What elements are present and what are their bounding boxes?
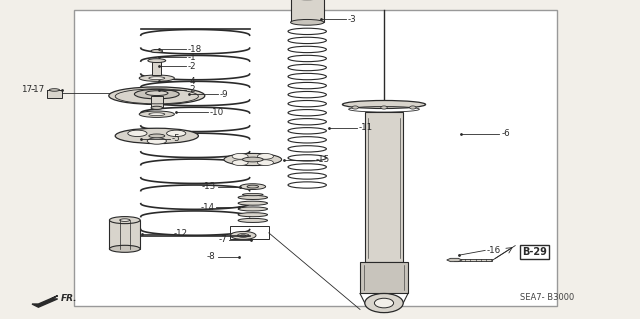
Bar xyxy=(109,220,140,249)
Ellipse shape xyxy=(238,196,268,199)
Text: -2: -2 xyxy=(188,85,196,94)
Text: -2: -2 xyxy=(188,62,196,70)
Ellipse shape xyxy=(238,213,268,217)
Ellipse shape xyxy=(240,184,266,189)
Polygon shape xyxy=(447,258,462,262)
Text: -10: -10 xyxy=(210,108,224,117)
Text: FR.: FR. xyxy=(61,294,77,303)
Circle shape xyxy=(381,106,387,109)
Text: -3: -3 xyxy=(348,15,356,24)
Bar xyxy=(47,90,62,98)
Ellipse shape xyxy=(120,219,130,221)
Text: -5: -5 xyxy=(172,134,180,143)
Text: -14: -14 xyxy=(200,203,214,212)
Ellipse shape xyxy=(49,89,60,91)
Ellipse shape xyxy=(230,232,256,239)
Text: -17: -17 xyxy=(31,85,45,94)
Text: -9: -9 xyxy=(220,90,228,99)
Bar xyxy=(360,262,408,293)
Ellipse shape xyxy=(149,134,165,138)
Ellipse shape xyxy=(140,75,174,81)
Ellipse shape xyxy=(342,100,426,108)
Circle shape xyxy=(352,106,358,109)
Ellipse shape xyxy=(232,153,248,159)
Text: -11: -11 xyxy=(359,123,373,132)
Ellipse shape xyxy=(151,106,163,109)
Ellipse shape xyxy=(243,157,263,162)
Ellipse shape xyxy=(148,59,166,63)
Circle shape xyxy=(365,293,403,313)
Bar xyxy=(74,10,557,306)
Bar xyxy=(151,96,163,108)
Ellipse shape xyxy=(238,207,268,211)
Ellipse shape xyxy=(257,160,273,166)
Ellipse shape xyxy=(109,245,140,252)
Polygon shape xyxy=(32,296,58,307)
Text: B-29: B-29 xyxy=(522,247,547,257)
Ellipse shape xyxy=(151,49,163,53)
Bar xyxy=(230,226,269,239)
Ellipse shape xyxy=(115,128,198,144)
Text: -1: -1 xyxy=(188,53,196,62)
Text: -4: -4 xyxy=(188,77,196,86)
Ellipse shape xyxy=(166,130,186,137)
Ellipse shape xyxy=(238,201,268,205)
Text: -8: -8 xyxy=(207,252,216,261)
Ellipse shape xyxy=(243,193,263,196)
Bar xyxy=(365,112,403,262)
Bar xyxy=(291,0,324,22)
Circle shape xyxy=(410,106,416,109)
Ellipse shape xyxy=(146,91,168,96)
Text: -7: -7 xyxy=(218,235,227,244)
Ellipse shape xyxy=(149,77,165,80)
Text: 17-: 17- xyxy=(21,85,35,94)
Bar xyxy=(454,259,492,261)
Text: -12: -12 xyxy=(173,229,188,238)
Ellipse shape xyxy=(232,160,248,166)
Ellipse shape xyxy=(128,130,147,137)
Ellipse shape xyxy=(291,19,324,25)
Ellipse shape xyxy=(149,113,165,116)
Text: -18: -18 xyxy=(188,45,202,54)
Ellipse shape xyxy=(237,234,249,237)
Ellipse shape xyxy=(147,138,166,144)
Circle shape xyxy=(374,298,394,308)
Ellipse shape xyxy=(109,217,140,224)
Ellipse shape xyxy=(134,89,179,99)
Ellipse shape xyxy=(224,153,282,166)
Text: -16: -16 xyxy=(487,246,501,255)
Text: -6: -6 xyxy=(501,130,509,138)
Ellipse shape xyxy=(247,185,259,188)
Ellipse shape xyxy=(238,219,268,222)
Ellipse shape xyxy=(140,111,174,117)
Text: -15: -15 xyxy=(316,155,330,164)
Text: SEA7- B3000: SEA7- B3000 xyxy=(520,293,574,302)
Ellipse shape xyxy=(241,235,246,236)
Text: -13: -13 xyxy=(202,182,216,191)
Bar xyxy=(152,61,161,75)
Ellipse shape xyxy=(109,87,205,105)
Ellipse shape xyxy=(257,153,273,159)
